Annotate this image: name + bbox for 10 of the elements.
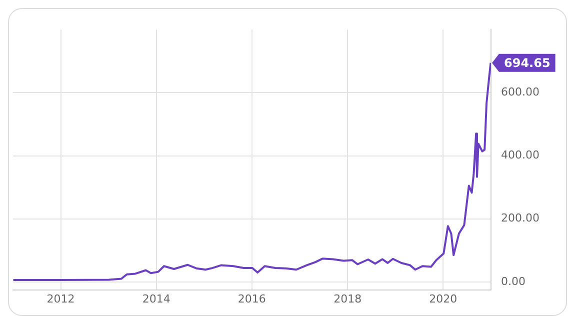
- x-tick-label: 2020: [429, 292, 458, 306]
- data-label: 694.65: [504, 56, 550, 70]
- x-tick-label: 2012: [46, 292, 75, 306]
- x-tick-label: 2018: [334, 292, 362, 306]
- y-tick-label: 400.00: [501, 148, 540, 162]
- x-tick-label: 2016: [238, 292, 266, 306]
- y-tick-label: 600.00: [501, 86, 540, 99]
- y-tick-label: 200.00: [501, 212, 540, 225]
- y-tick-label: 0.00: [501, 274, 526, 288]
- x-tick-label: 2014: [142, 292, 170, 306]
